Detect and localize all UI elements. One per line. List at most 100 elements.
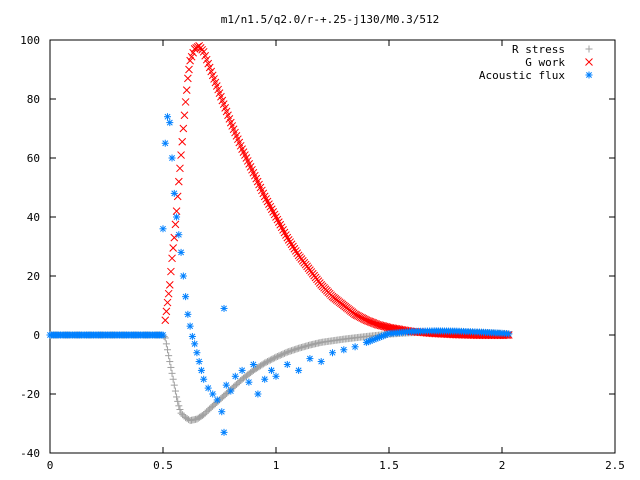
data-point: [283, 361, 291, 368]
data-point: [254, 390, 262, 398]
x-tick-label: 1.5: [379, 459, 399, 472]
y-tick-label: 60: [27, 152, 40, 165]
data-point: [168, 154, 176, 162]
data-point: [284, 236, 293, 244]
data-point: [182, 86, 191, 95]
chart-title: m1/n1.5/q2.0/r-+.25-j130/M0.3/512: [221, 13, 440, 26]
data-point: [195, 358, 203, 366]
series-acoustic-flux: [46, 113, 513, 436]
data-point: [209, 390, 217, 398]
data-point: [164, 113, 172, 121]
data-point: [168, 254, 176, 263]
data-point: [200, 411, 208, 419]
data-point: [180, 111, 189, 120]
data-point: [249, 361, 257, 368]
data-point: [171, 220, 180, 229]
data-point: [290, 244, 299, 253]
data-point: [169, 375, 177, 383]
data-point: [166, 119, 174, 127]
data-point: [220, 304, 228, 312]
data-point: [238, 366, 246, 374]
data-point: [176, 405, 184, 413]
data-point: [362, 316, 371, 325]
data-point: [172, 207, 181, 215]
data-point: [289, 242, 297, 251]
data-point: [169, 244, 178, 252]
data-point: [267, 366, 275, 374]
x-tick-label: 2: [499, 459, 506, 472]
data-point: [369, 319, 378, 327]
data-point: [213, 396, 221, 404]
data-point: [185, 65, 193, 74]
data-point: [181, 98, 190, 106]
data-point: [186, 322, 194, 330]
x-tick-label: 2.5: [605, 459, 625, 472]
data-point: [174, 177, 183, 186]
data-point: [178, 137, 187, 146]
data-point: [368, 318, 376, 327]
data-point: [171, 387, 179, 395]
legend-label: R stress: [512, 43, 565, 56]
y-tick-label: 40: [27, 211, 40, 224]
data-point: [200, 375, 208, 383]
legend-marker: [585, 58, 593, 66]
data-point: [505, 330, 513, 338]
data-point: [165, 280, 174, 289]
y-tick-label: 20: [27, 270, 40, 283]
data-point: [293, 249, 302, 257]
data-point: [193, 349, 201, 357]
data-point: [165, 352, 173, 360]
data-point: [222, 381, 230, 389]
data-point: [179, 124, 188, 133]
data-point: [340, 346, 348, 354]
data-point: [204, 384, 212, 392]
data-point: [179, 272, 187, 280]
data-point: [161, 139, 169, 147]
data-point: [167, 267, 175, 276]
data-point: [272, 372, 280, 380]
data-point: [188, 332, 196, 340]
y-tick-label: -20: [20, 388, 40, 401]
data-point: [168, 369, 176, 377]
data-point: [202, 55, 211, 64]
data-point: [177, 409, 185, 417]
data-point: [159, 225, 167, 233]
data-point: [189, 48, 197, 57]
data-point: [220, 428, 228, 436]
data-point: [184, 310, 192, 318]
data-point: [329, 349, 336, 357]
data-point: [231, 372, 239, 380]
data-point: [204, 59, 213, 68]
data-point: [306, 355, 314, 363]
y-tick-label: 0: [33, 329, 40, 342]
data-point: [261, 375, 269, 383]
data-point: [170, 189, 178, 197]
data-point: [287, 240, 296, 249]
data-point: [173, 213, 181, 221]
x-tick-label: 0.5: [153, 459, 173, 472]
legend-marker: [585, 71, 593, 79]
data-point: [317, 358, 325, 366]
data-point: [199, 47, 208, 56]
data-point: [174, 397, 182, 405]
data-point: [351, 343, 359, 351]
data-point: [245, 378, 253, 386]
data-point: [207, 67, 216, 76]
legend-label: Acoustic flux: [479, 69, 565, 82]
data-point: [201, 51, 210, 60]
data-point: [182, 293, 190, 301]
data-point: [162, 307, 171, 316]
data-point: [166, 358, 174, 366]
data-point: [179, 411, 187, 419]
data-point: [170, 381, 178, 389]
data-point: [162, 340, 170, 348]
data-point: [177, 151, 185, 159]
x-tick-label: 0: [47, 459, 54, 472]
y-tick-label: 100: [20, 34, 40, 47]
legend-label: G work: [525, 56, 565, 69]
data-point: [197, 366, 205, 374]
data-point: [205, 63, 214, 72]
data-point: [365, 317, 374, 326]
